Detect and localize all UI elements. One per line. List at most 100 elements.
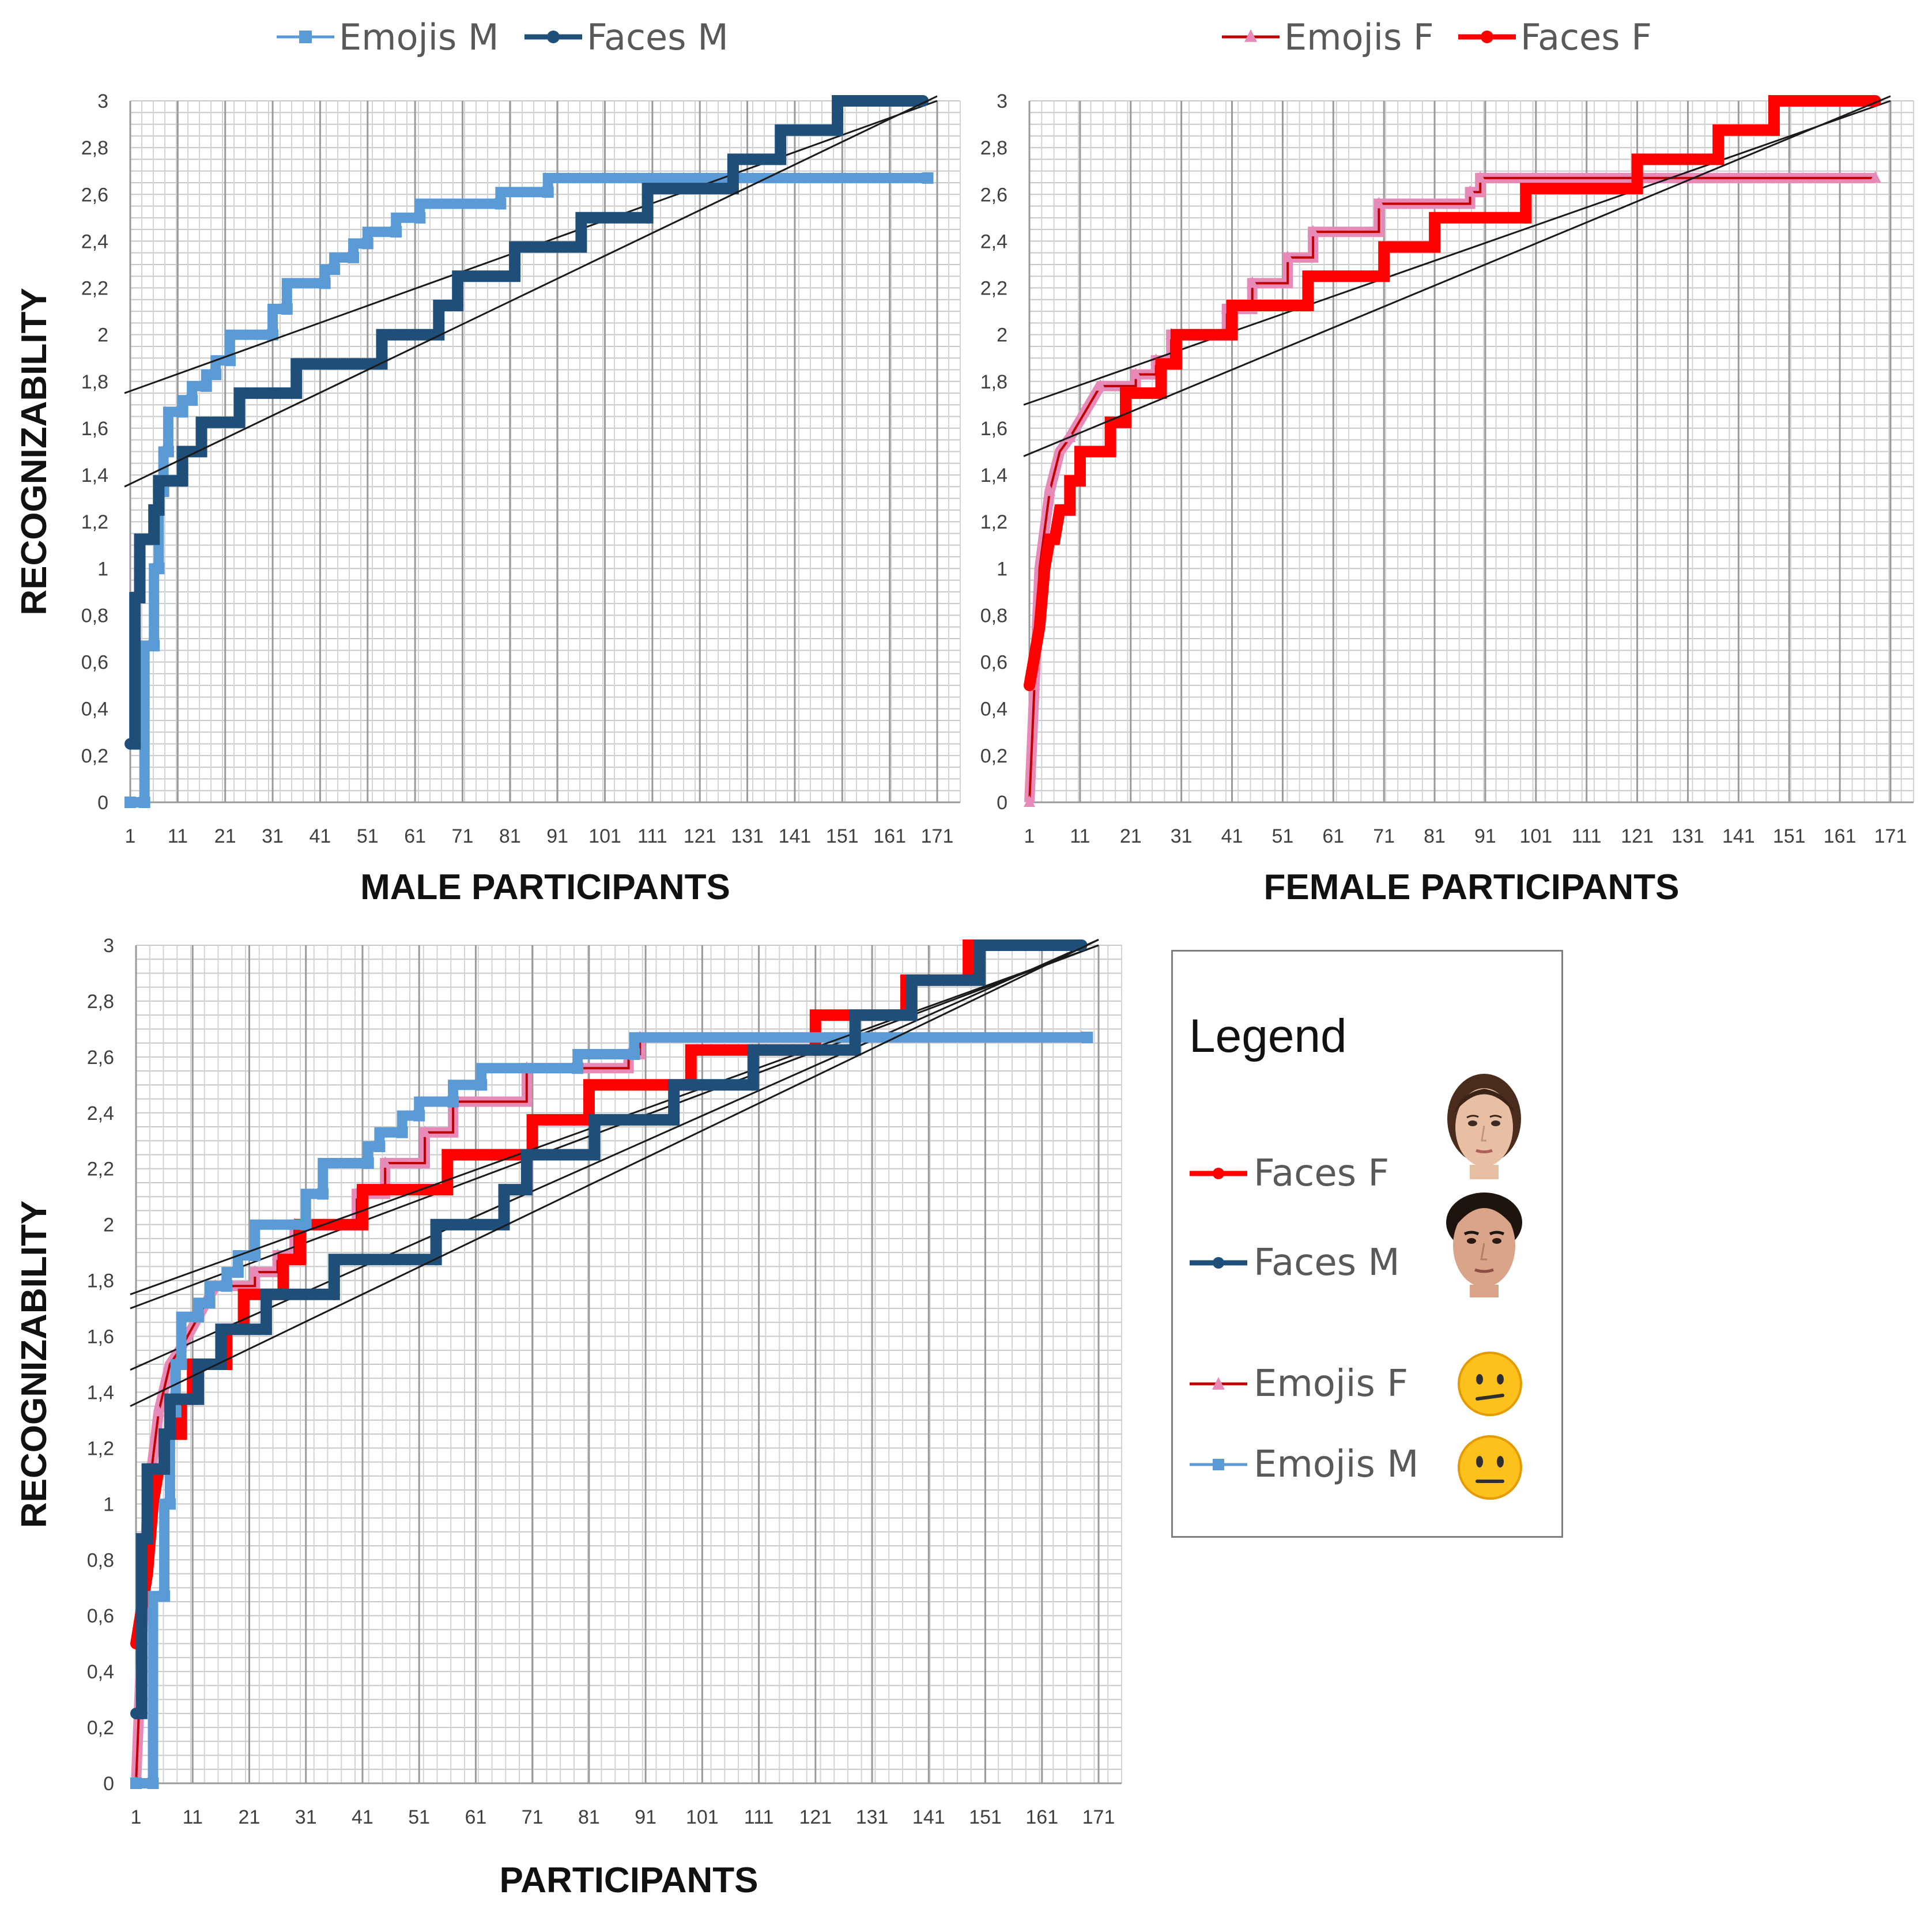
emojis-m-point [224,354,236,367]
x-tick-label: 71 [1373,825,1395,847]
faces-m-legend-marker [547,31,560,43]
y-tick-label: 2 [97,324,108,346]
top-legend-emojis-m: Emojis M [277,16,499,58]
combined-series-emojis-f [130,944,1099,1788]
y-tick-label: 1,8 [980,371,1007,393]
y-tick-label: 2,8 [87,991,114,1013]
emojis-m-legend-label: Emojis M [339,16,499,58]
emojis-m-point [159,1590,171,1602]
emojis-f-swatch-icon [1190,1377,1247,1390]
emojis-m-point [300,1218,312,1231]
y-tick-label: 0,4 [81,699,108,720]
x-tick-label: 121 [1621,825,1654,847]
emojis-m-point [221,1280,233,1292]
faces-m-trendline [130,938,1099,1407]
x-tick-label: 141 [779,825,812,847]
x-tick-label: 11 [183,1806,203,1828]
faces-m-point [176,475,188,487]
y-tick-label: 2,8 [81,137,108,159]
emojis-f-legend-label: Emojis F [1284,16,1434,58]
emojis-m-legend-marker [299,31,312,43]
y-tick-label: 2,4 [87,1103,114,1124]
faces-m-line [135,939,1082,1719]
x-tick-label: 141 [1722,825,1755,847]
faces-m-line [129,95,923,750]
faces-f-legend-marker [1481,31,1493,43]
combined-chart: 0 0,2 0,4 0,6 0,8 1 1,2 1,4 1,6 1,8 2 2,2 2,4 2,6 2,8 3… [14,935,1122,1900]
y-tick-label: 1,4 [81,465,108,486]
emojis-m-point [373,1140,386,1152]
faces-f-point [1302,299,1314,311]
faces-m-point [233,416,246,428]
x-tick-label: 101 [686,1806,719,1828]
emojis-m-point [138,797,150,808]
confused-emoji-icon [1458,1352,1522,1416]
y-tick-label: 0 [997,792,1007,814]
x-tick-label: 81 [1424,825,1446,847]
legend-label-faces-m: Faces M [1254,1241,1400,1284]
faces-f-point [1048,533,1061,545]
emojis-m-point [203,1297,216,1309]
faces-m-swatch-icon [1190,1257,1247,1269]
emojis-m-point [193,1311,205,1323]
faces-m-point [973,974,986,986]
y-tick-label: 3 [97,90,108,112]
faces-m-point [452,299,464,311]
faces-m-point [290,387,303,399]
legend-label-emojis-f: Emojis F [1254,1363,1408,1405]
faces-m-point [849,1044,861,1056]
emojis-m-point [476,1079,488,1091]
emojis-f-point [1373,197,1385,209]
y-tick-label: 0,8 [87,1549,114,1571]
x-tick-label: 71 [522,1806,544,1828]
x-tick-label: 91 [1474,825,1496,847]
male-series-emojis-m [124,100,938,808]
male-x-axis-title: MALE PARTICIPANTS [360,867,730,907]
male-y-axis-title: RECOGNIZABILITY [14,288,54,615]
y-tick-label: 2,2 [81,278,108,300]
x-tick-label: 111 [637,825,667,847]
y-tick-label: 1,2 [980,511,1007,533]
faces-m-point [159,1463,171,1475]
emojis-m-point [164,1498,176,1510]
x-tick-label: 31 [1171,825,1193,847]
x-tick-label: 161 [1025,1806,1058,1828]
emojis-m-point [628,1048,640,1061]
male-face-icon [1446,1193,1522,1297]
x-tick-label: 1 [1024,825,1035,847]
combined-y-axis-title: RECOGNIZABILITY [14,1201,54,1528]
x-tick-label: 131 [1671,825,1704,847]
x-tick-label: 21 [214,825,236,847]
y-tick-label: 1,6 [81,418,108,440]
faces-f-point [1155,387,1167,399]
faces-f-point [356,1218,368,1231]
emojis-m-point [317,1188,329,1200]
emojis-f-legend-marker [1244,29,1257,42]
x-tick-label: 31 [295,1806,317,1828]
emojis-m-swatch-icon [1190,1459,1247,1470]
y-tick-label: 1 [103,1493,114,1515]
faces-f-point [294,1254,306,1266]
y-tick-label: 0,6 [81,652,108,674]
faces-f-swatch-icon [1190,1168,1247,1179]
faces-m-point [642,212,654,224]
emojis-f-point [1307,225,1319,237]
y-tick-label: 0,8 [980,605,1007,627]
faces-f-trendline [1023,95,1891,457]
faces-m-point [328,1288,340,1300]
combined-x-axis-title: PARTICIPANTS [500,1861,759,1900]
x-tick-label: 171 [921,825,954,847]
y-tick-label: 1,8 [81,371,108,393]
emojis-m-point [329,263,341,276]
emojis-m-point [176,406,188,418]
legend-title: Legend [1189,1010,1347,1062]
faces-m-point [433,329,445,341]
y-tick-label: 0 [103,1773,114,1795]
faces-f-point [1024,680,1035,692]
faces-m-point [148,533,160,545]
legend-entry-faces-f: Faces F [1187,1145,1389,1202]
faces-f-point [1712,153,1725,165]
emojis-f-trendline [1023,100,1891,406]
x-tick-label: 111 [744,1806,774,1828]
